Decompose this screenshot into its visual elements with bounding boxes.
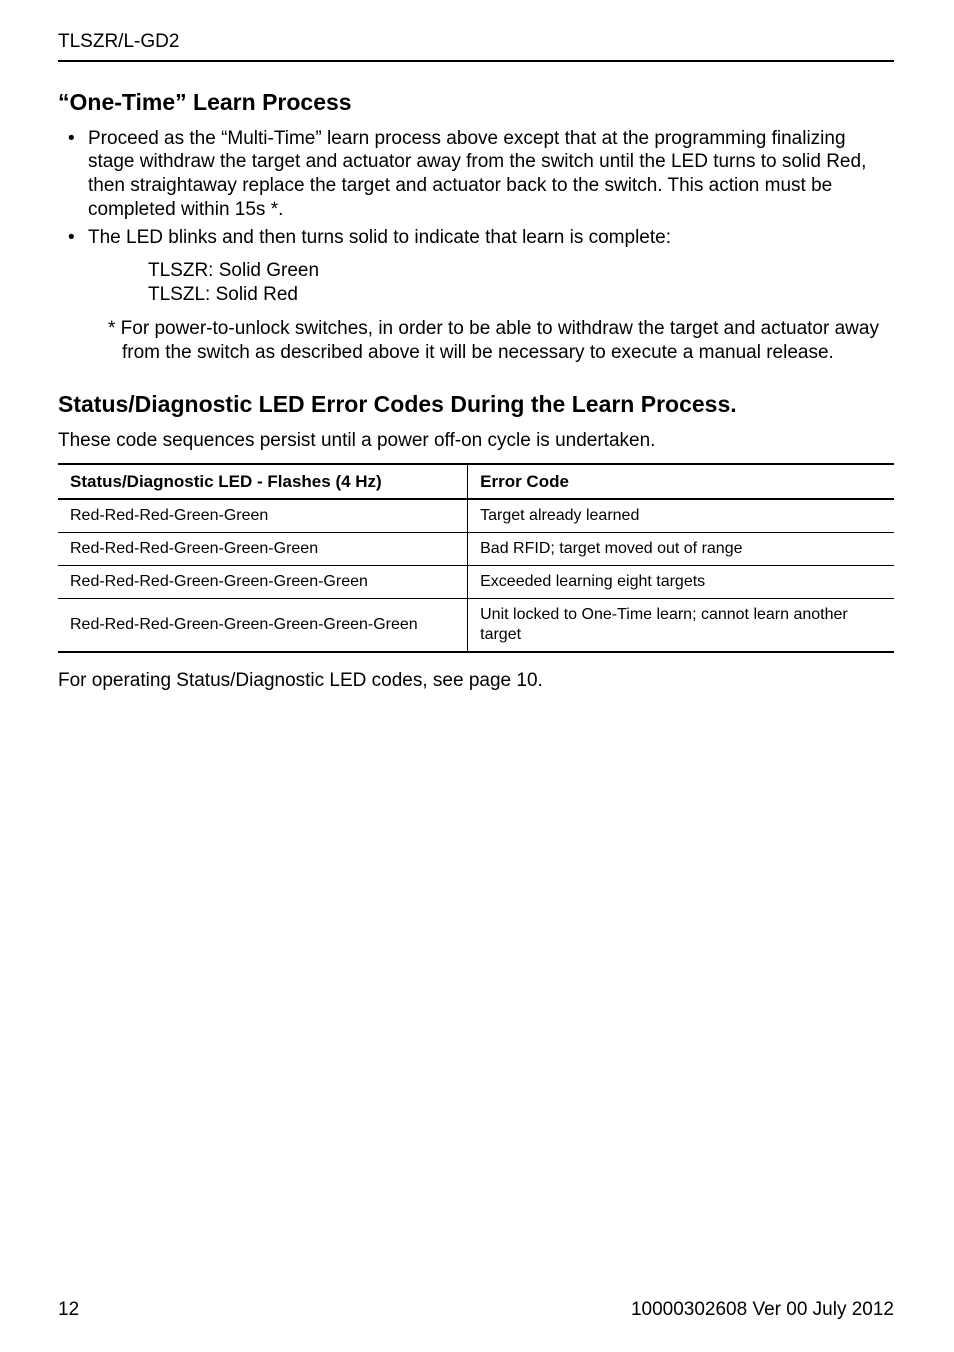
table-cell: Bad RFID; target moved out of range bbox=[468, 533, 894, 566]
table-cell: Unit locked to One-Time learn; cannot le… bbox=[468, 599, 894, 653]
table-cell: Red-Red-Red-Green-Green-Green-Green bbox=[58, 566, 468, 599]
page-header: TLSZR/L-GD2 bbox=[58, 30, 894, 62]
table-row: Red-Red-Red-Green-Green-Green Bad RFID; … bbox=[58, 533, 894, 566]
table-header-row: Status/Diagnostic LED - Flashes (4 Hz) E… bbox=[58, 464, 894, 499]
section2-intro: These code sequences persist until a pow… bbox=[58, 429, 894, 453]
after-table-note: For operating Status/Diagnostic LED code… bbox=[58, 669, 894, 693]
footnote: * For power-to-unlock switches, in order… bbox=[108, 317, 894, 365]
table-header-cell: Error Code bbox=[468, 464, 894, 499]
table-cell: Red-Red-Red-Green-Green-Green-Green-Gree… bbox=[58, 599, 468, 653]
bullet-item: Proceed as the “Multi-Time” learn proces… bbox=[64, 127, 894, 222]
doc-code: TLSZR/L-GD2 bbox=[58, 31, 179, 52]
error-codes-table: Status/Diagnostic LED - Flashes (4 Hz) E… bbox=[58, 463, 894, 653]
table-cell: Red-Red-Red-Green-Green-Green bbox=[58, 533, 468, 566]
led-state-line: TLSZL: Solid Red bbox=[148, 283, 894, 307]
page-footer: 12 10000302608 Ver 00 July 2012 bbox=[58, 1298, 894, 1322]
doc-revision: 10000302608 Ver 00 July 2012 bbox=[631, 1298, 894, 1322]
section1-title: “One-Time” Learn Process bbox=[58, 88, 894, 117]
table-cell: Red-Red-Red-Green-Green bbox=[58, 499, 468, 533]
table-row: Red-Red-Red-Green-Green-Green-Green Exce… bbox=[58, 566, 894, 599]
led-state-line: TLSZR: Solid Green bbox=[148, 259, 894, 283]
section1-bullets: Proceed as the “Multi-Time” learn proces… bbox=[64, 127, 894, 250]
table-row: Red-Red-Red-Green-Green Target already l… bbox=[58, 499, 894, 533]
table-cell: Target already learned bbox=[468, 499, 894, 533]
table-header-cell: Status/Diagnostic LED - Flashes (4 Hz) bbox=[58, 464, 468, 499]
bullet-item: The LED blinks and then turns solid to i… bbox=[64, 226, 894, 250]
page-container: TLSZR/L-GD2 “One-Time” Learn Process Pro… bbox=[0, 0, 954, 1352]
table-row: Red-Red-Red-Green-Green-Green-Green-Gree… bbox=[58, 599, 894, 653]
section2-title: Status/Diagnostic LED Error Codes During… bbox=[58, 390, 894, 419]
led-states-block: TLSZR: Solid Green TLSZL: Solid Red bbox=[148, 259, 894, 307]
page-number: 12 bbox=[58, 1298, 79, 1322]
table-cell: Exceeded learning eight targets bbox=[468, 566, 894, 599]
